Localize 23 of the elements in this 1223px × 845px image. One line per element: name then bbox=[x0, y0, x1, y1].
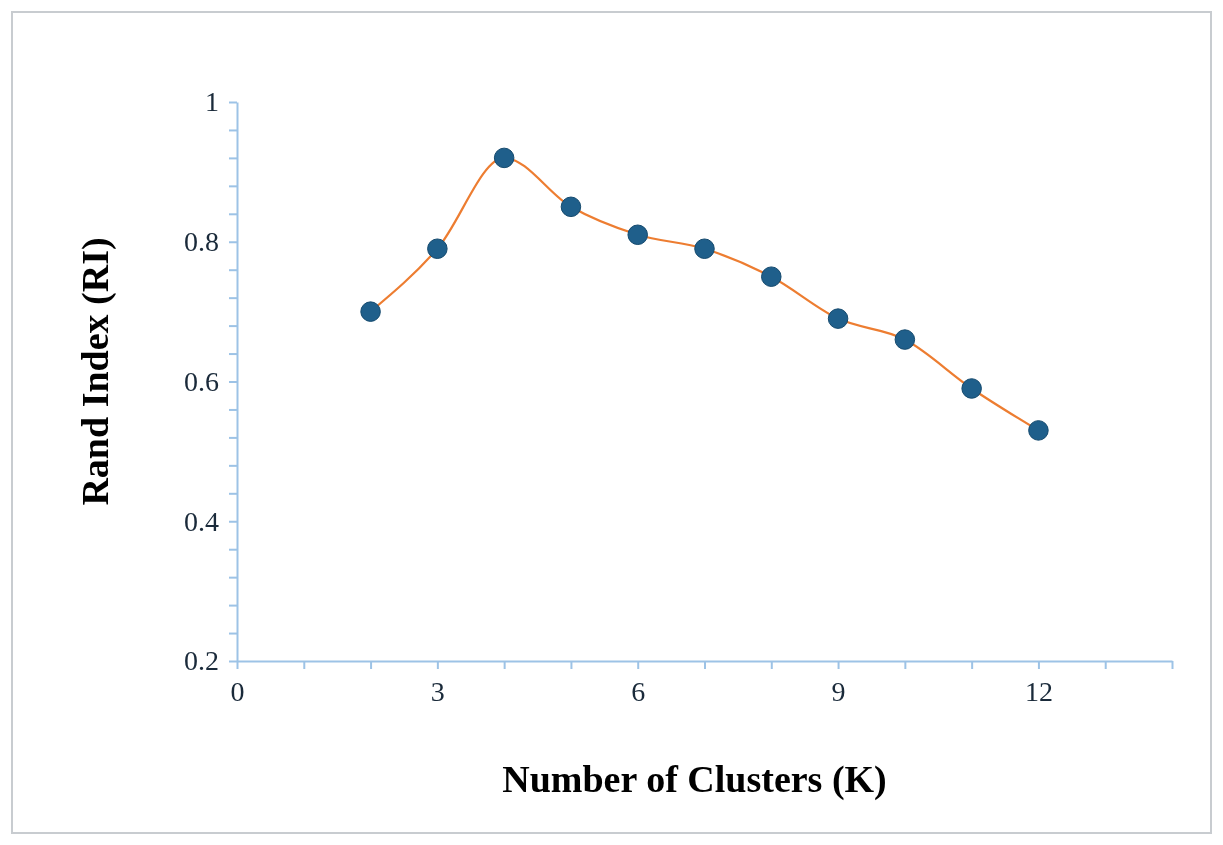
point bbox=[694, 238, 715, 259]
point bbox=[961, 378, 982, 399]
y-axis-title: Rand Index (RI) bbox=[74, 237, 117, 506]
point bbox=[493, 147, 515, 169]
point bbox=[560, 196, 582, 218]
y-tick-label: 0.8 bbox=[184, 226, 219, 258]
y-tick-label: 1 bbox=[205, 86, 219, 118]
x-tick-label: 12 bbox=[1024, 675, 1053, 707]
y-tick-label: 0.4 bbox=[184, 505, 219, 537]
x-tick-label: 9 bbox=[831, 675, 846, 707]
x-tick-label: 0 bbox=[230, 675, 245, 707]
point bbox=[360, 301, 381, 322]
point bbox=[427, 238, 448, 259]
x-tick-label: 3 bbox=[430, 675, 445, 707]
point bbox=[627, 224, 648, 246]
y-tick-label: 0.2 bbox=[184, 645, 219, 677]
point bbox=[827, 308, 849, 329]
point bbox=[894, 329, 916, 350]
y-tick-label: 0.6 bbox=[184, 365, 219, 397]
point bbox=[761, 266, 782, 287]
point bbox=[1028, 420, 1049, 441]
x-axis-title: Number of Clusters (K) bbox=[502, 758, 887, 801]
x-tick-label: 6 bbox=[631, 675, 646, 707]
